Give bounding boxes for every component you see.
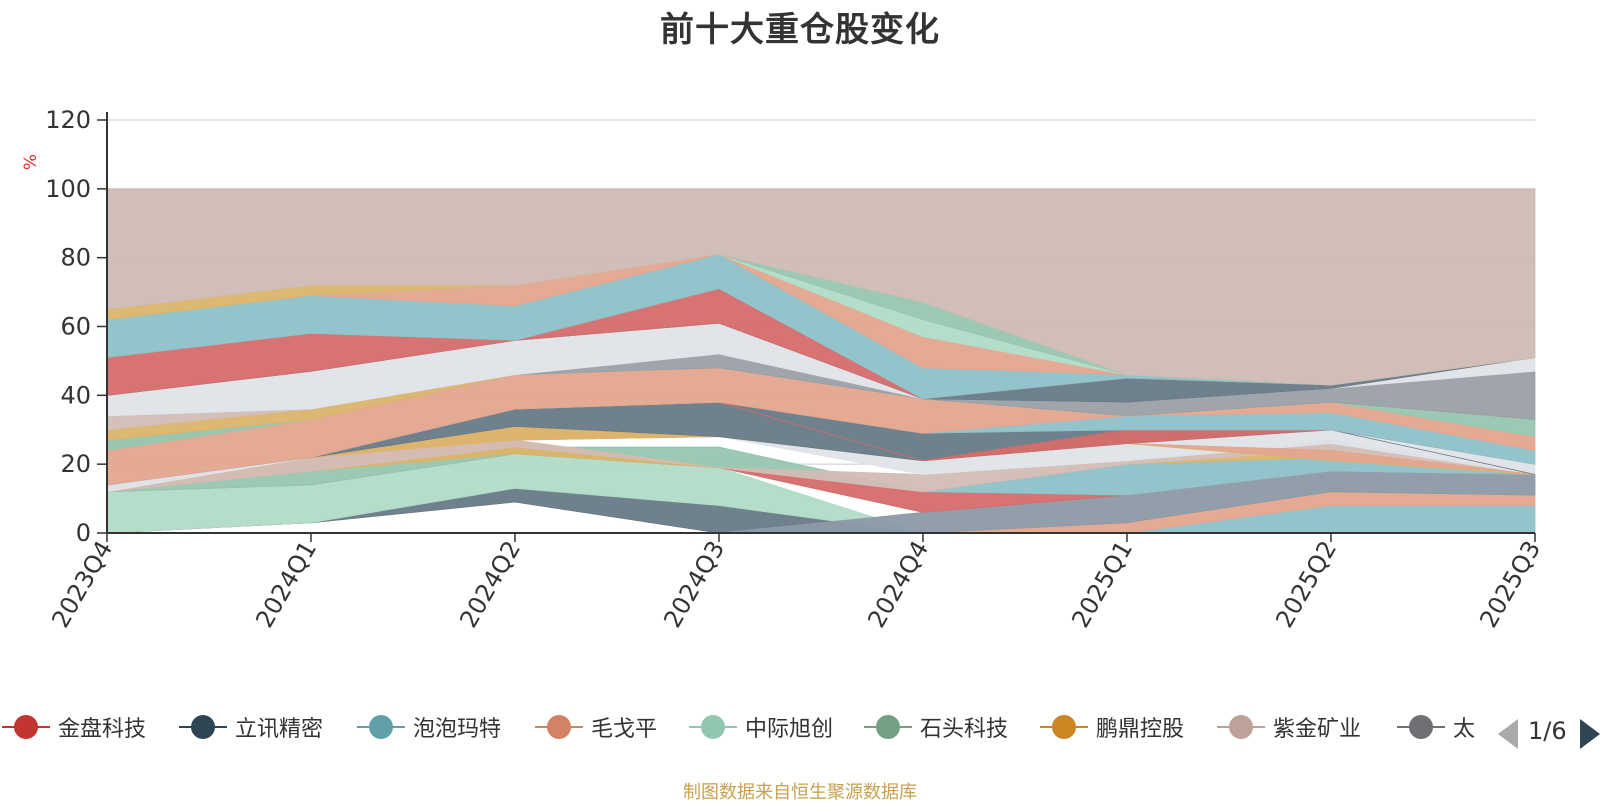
legend-next-page-icon[interactable] [1580,719,1600,749]
area-bands [106,188,1536,534]
chart-title: 前十大重仓股变化 [660,10,940,50]
legend-marker-icon [533,712,585,742]
legend-marker-icon [1395,712,1447,742]
legend-marker-icon [355,712,407,742]
legend-label: 石头科技 [920,717,1009,742]
x-tick-label: 2024Q3 [658,536,730,632]
legend-label: 太 [1453,717,1476,742]
legend-item[interactable]: 立讯精密 [177,712,323,742]
legend-prev-page-icon[interactable] [1498,719,1518,749]
legend-label: 紫金矿业 [1273,717,1362,742]
legend-item[interactable]: 泡泡玛特 [355,712,501,742]
legend-label: 中际旭创 [745,717,834,742]
chart-plot: 0 20 40 60 80 100 120% 2023Q4 2024Q1 2024Q2 2024Q3… [21,106,1546,632]
legend-label: 金盘科技 [58,717,147,742]
legend-items: 金盘科技 立讯精密 泡泡玛特 毛戈平 中际旭创 石头科技 鹏鼎控股 紫金矿业 太 [0,712,1482,752]
y-tick-label: 60 [60,313,91,341]
source-note: 制图数据来自恒生聚源数据库 [683,782,917,803]
legend-marker-icon [0,712,52,742]
legend-item[interactable]: 毛戈平 [533,712,657,742]
legend-label: 毛戈平 [591,717,658,742]
x-tick-label: 2024Q1 [250,536,322,632]
legend-item[interactable]: 紫金矿业 [1215,712,1361,742]
y-tick-label: 100 [45,175,91,203]
x-tick-label: 2025Q1 [1066,536,1138,632]
legend-item[interactable]: 金盘科技 [0,712,146,742]
y-tick-label: 0 [76,519,91,547]
legend-label: 鹏鼎控股 [1096,717,1185,742]
legend-item[interactable]: 鹏鼎控股 [1038,712,1184,742]
y-tick-label: 40 [60,381,91,409]
x-tick-label: 2025Q2 [1270,536,1342,632]
legend-item[interactable]: 太 [1395,712,1475,742]
legend-marker-icon [687,712,739,742]
x-tick-label: 2024Q4 [862,536,934,632]
legend-marker-icon [1215,712,1267,742]
area-band [106,188,1536,386]
legend-marker-icon [177,712,229,742]
legend-marker-icon [1038,712,1090,742]
x-tick-label: 2023Q4 [46,536,118,632]
legend-page-indicator: 1/6 [1528,717,1567,745]
y-tick-label: 20 [60,450,91,478]
x-tick-label: 2024Q2 [454,536,526,632]
y-axis-unit: % [21,154,41,170]
legend: 金盘科技 立讯精密 泡泡玛特 毛戈平 中际旭创 石头科技 鹏鼎控股 紫金矿业 太 [0,712,1600,752]
legend-label: 立讯精密 [235,717,324,742]
legend-item[interactable]: 石头科技 [862,712,1008,742]
y-tick-label: 80 [60,244,91,272]
legend-marker-icon [862,712,914,742]
legend-label: 泡泡玛特 [413,717,502,742]
x-tick-label: 2025Q3 [1474,536,1546,632]
y-tick-label: 120 [45,106,91,134]
legend-item[interactable]: 中际旭创 [687,712,833,742]
